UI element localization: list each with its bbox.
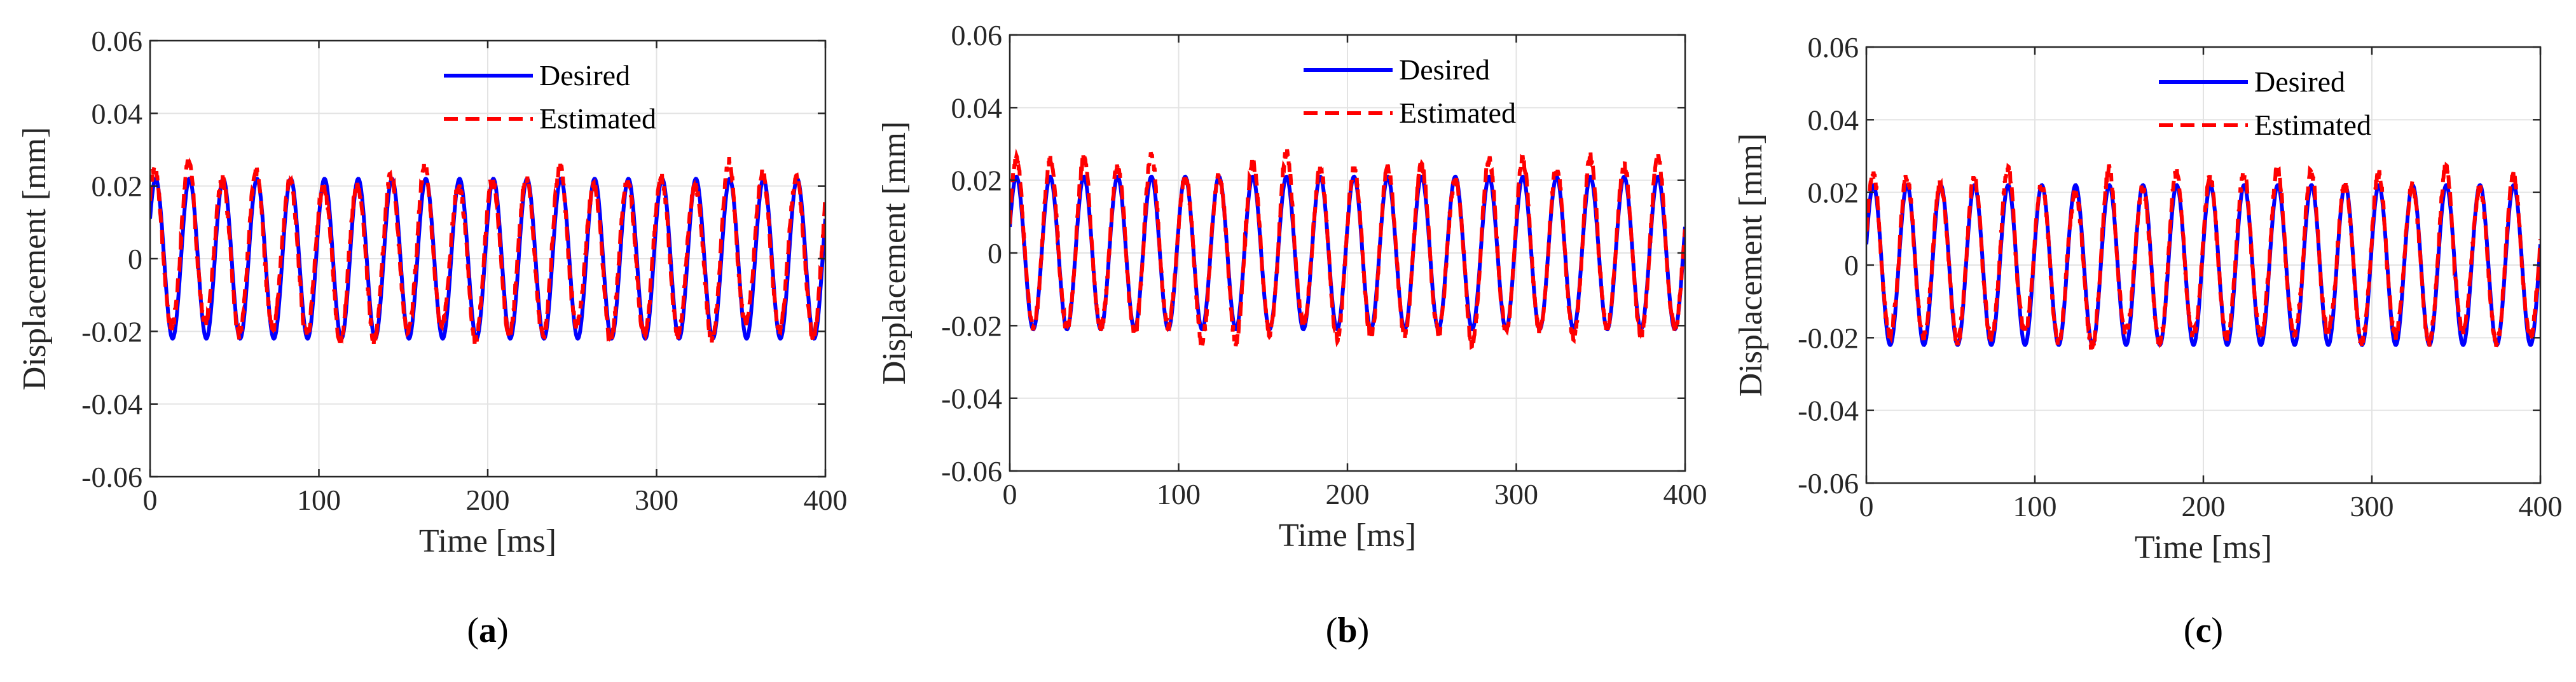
legend-label-estimated: Estimated [1399, 97, 1516, 129]
series-line-estimated [1866, 161, 2540, 350]
y-tick-label: 0.04 [1808, 104, 1859, 136]
legend-label-desired: Desired [1399, 53, 1490, 86]
chart-panel-b: 0 100 200 300 400 -0.06 -0.04 -0.02 0 0.02 0.04 0.0… [876, 19, 1707, 650]
y-tick-label: 0.02 [951, 165, 1003, 197]
x-axis-label: Time [ms] [2135, 529, 2272, 566]
y-tick-label: -0.06 [941, 455, 1002, 488]
y-axis-label: Displacement [mm] [17, 127, 53, 390]
y-tick-label: -0.02 [1798, 322, 1859, 354]
x-tick-label: 300 [1494, 478, 1538, 510]
chart-panel-a: 0 100 200 300 400 -0.06 -0.04 -0.02 0 0.02 0.04 0.0… [17, 25, 848, 650]
legend: Desired Estimated [2159, 65, 2371, 141]
y-tick-label: -0.04 [941, 383, 1002, 415]
y-tick-label: 0.04 [951, 92, 1003, 124]
legend-label-estimated: Estimated [2254, 109, 2371, 141]
chart-panel-c: 0 100 200 300 400 -0.06 -0.04 -0.02 0 0.02 0.04 0.0… [1733, 31, 2563, 650]
y-tick-label: 0.06 [92, 25, 143, 57]
series-line-estimated [1010, 148, 1685, 350]
x-tick-label: 300 [635, 484, 678, 516]
panel-label: (a) [467, 611, 508, 650]
legend-label-desired: Desired [539, 59, 630, 92]
x-axis-label: Time [ms] [1279, 517, 1416, 554]
x-tick-label: 400 [804, 484, 848, 516]
y-tick-label: 0.02 [1808, 177, 1859, 209]
y-tick-label: 0.04 [92, 97, 143, 130]
y-tick-label: 0.02 [92, 170, 143, 203]
y-tick-label: -0.06 [1798, 467, 1859, 500]
legend-label-desired: Desired [2254, 65, 2345, 98]
y-tick-label: -0.02 [941, 310, 1002, 342]
x-tick-label: 200 [1326, 478, 1370, 510]
x-tick-label: 300 [2350, 490, 2394, 522]
y-tick-label: -0.06 [81, 461, 142, 493]
x-axis-label: Time [ms] [419, 523, 556, 559]
y-tick-label: 0 [128, 243, 142, 275]
y-tick-label: 0.06 [1808, 31, 1859, 64]
y-axis-label: Displacement [mm] [1733, 133, 1769, 397]
x-tick-label: 0 [1003, 478, 1017, 510]
y-tick-label: -0.04 [1798, 395, 1859, 427]
panel-label: (c) [2184, 611, 2223, 650]
y-tick-label: -0.02 [81, 315, 142, 348]
x-tick-label: 400 [1663, 478, 1707, 510]
x-tick-label: 100 [2013, 490, 2057, 522]
x-tick-label: 200 [2182, 490, 2226, 522]
legend: Desired Estimated [444, 59, 656, 135]
panel-label: (b) [1326, 611, 1369, 650]
x-tick-label: 0 [1859, 490, 1874, 522]
y-tick-label: 0 [1844, 249, 1859, 282]
series-line-estimated [150, 156, 825, 346]
x-tick-label: 100 [1157, 478, 1201, 510]
y-tick-label: 0.06 [951, 19, 1003, 51]
legend-label-estimated: Estimated [539, 102, 656, 135]
x-tick-label: 100 [297, 484, 341, 516]
x-tick-label: 200 [466, 484, 510, 516]
x-tick-label: 0 [143, 484, 158, 516]
y-axis-label: Displacement [mm] [876, 121, 913, 385]
y-tick-label: -0.04 [81, 388, 142, 421]
y-tick-label: 0 [988, 237, 1002, 269]
x-tick-label: 400 [2519, 490, 2563, 522]
legend: Desired Estimated [1304, 53, 1516, 129]
